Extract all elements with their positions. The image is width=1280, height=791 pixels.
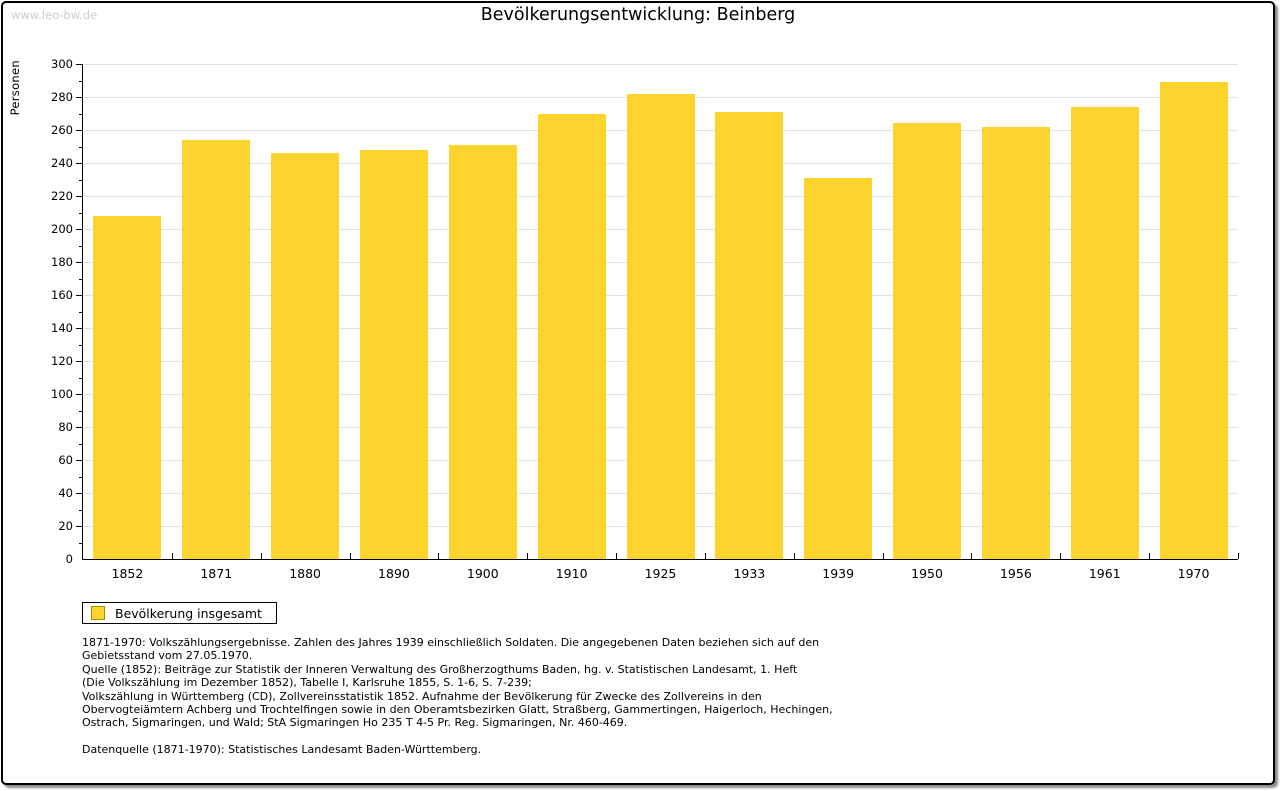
x-tick <box>705 553 706 559</box>
x-tick <box>794 553 795 559</box>
x-tick-label: 1890 <box>378 566 410 581</box>
source-notes: 1871-1970: Volkszählungsergebnisse. Zahl… <box>82 636 1232 756</box>
y-tick-minor <box>79 179 83 181</box>
y-tick-minor <box>79 476 83 478</box>
x-tick-label: 1852 <box>111 566 144 581</box>
y-tick-label: 180 <box>51 255 73 269</box>
x-tick <box>350 553 351 559</box>
x-tick <box>1238 553 1239 559</box>
note-paragraph: 1871-1970: Volkszählungsergebnisse. Zahl… <box>82 636 833 730</box>
y-tick-major <box>76 229 83 230</box>
y-tick-minor <box>79 344 83 346</box>
watermark: www.leo-bw.de <box>11 8 98 22</box>
y-tick-major <box>76 196 83 197</box>
x-tick-label: 1933 <box>733 566 766 581</box>
y-tick-major <box>76 97 83 98</box>
y-tick-label: 280 <box>51 90 73 104</box>
y-tick-label: 120 <box>51 354 73 368</box>
y-tick-label: 260 <box>51 123 73 137</box>
x-tick <box>261 553 262 559</box>
y-tick-minor <box>79 80 83 82</box>
bar-1939 <box>804 177 873 559</box>
y-tick-label: 0 <box>65 552 73 566</box>
legend-label: Bevölkerung insgesamt <box>115 605 262 621</box>
y-tick-label: 240 <box>51 156 73 170</box>
y-tick-minor <box>79 509 83 511</box>
bar-1880 <box>271 153 340 559</box>
y-tick-minor <box>79 443 83 445</box>
y-tick-major <box>76 262 83 263</box>
x-tick <box>883 553 884 559</box>
y-tick-minor <box>79 212 83 214</box>
y-tick-major <box>76 427 83 428</box>
bar-1970 <box>1159 82 1228 559</box>
x-tick-label: 1880 <box>289 566 322 581</box>
y-tick-major <box>76 361 83 362</box>
y-tick-label: 220 <box>51 189 73 203</box>
y-tick-label: 300 <box>51 57 73 71</box>
y-gridline <box>83 64 1238 65</box>
x-tick <box>527 553 528 559</box>
x-tick-label: 1925 <box>644 566 677 581</box>
x-tick-label: 1970 <box>1177 566 1210 581</box>
y-tick-major <box>76 526 83 527</box>
x-tick <box>172 553 173 559</box>
x-tick-label: 1956 <box>999 566 1032 581</box>
bar-1900 <box>448 144 517 559</box>
x-tick <box>971 553 972 559</box>
bar-1933 <box>715 111 784 559</box>
y-tick-minor <box>79 542 83 544</box>
y-tick-label: 160 <box>51 288 73 302</box>
y-tick-label: 80 <box>58 420 73 434</box>
legend: Bevölkerung insgesamt <box>82 602 277 624</box>
y-tick-label: 140 <box>51 321 73 335</box>
y-tick-minor <box>79 377 83 379</box>
y-tick-minor <box>79 410 83 412</box>
bar-1852 <box>93 215 162 559</box>
y-tick-minor <box>79 311 83 313</box>
x-tick-label: 1961 <box>1088 566 1121 581</box>
y-tick-minor <box>79 146 83 148</box>
x-tick <box>1149 553 1150 559</box>
y-tick-major <box>76 493 83 494</box>
plot-area: 20 40 60 80 100 120 140 160 180 200 220 240 260 280 30… <box>51 57 1239 581</box>
x-tick <box>1060 553 1061 559</box>
y-tick-major <box>76 64 83 65</box>
bar-1925 <box>626 93 695 559</box>
y-tick-major <box>76 328 83 329</box>
x-tick-label: 1950 <box>911 566 943 581</box>
x-tick <box>616 553 617 559</box>
x-tick-label: 1939 <box>822 566 855 581</box>
y-tick-major <box>76 460 83 461</box>
bar-1950 <box>893 123 962 559</box>
y-tick-label: 20 <box>58 519 73 533</box>
x-tick <box>438 553 439 559</box>
y-tick-major <box>76 295 83 296</box>
y-tick-label: 40 <box>58 486 73 500</box>
bar-1890 <box>359 149 428 559</box>
y-tick-label: 100 <box>51 387 73 401</box>
bar-1961 <box>1070 106 1139 559</box>
x-tick-label: 1871 <box>200 566 233 581</box>
note-datasource: Datenquelle (1871-1970): Statistisches L… <box>82 742 482 756</box>
x-tick-label: 1900 <box>466 566 499 581</box>
y-tick-major <box>76 394 83 395</box>
x-tick-label: 1910 <box>555 566 588 581</box>
y-tick-minor <box>79 278 83 280</box>
chart-title: Bevölkerungsentwicklung: Beinberg <box>480 5 796 25</box>
y-tick-label: 200 <box>51 222 73 236</box>
bar-1910 <box>537 113 606 559</box>
y-tick-minor <box>79 113 83 115</box>
y-axis-title: Personen <box>8 60 22 116</box>
y-tick-minor <box>79 245 83 247</box>
bar-1871 <box>182 139 251 559</box>
bar-1956 <box>981 126 1050 559</box>
y-tick-label: 60 <box>58 453 73 467</box>
legend-swatch-icon <box>91 606 105 620</box>
y-tick-major <box>76 163 83 164</box>
y-tick-major <box>76 130 83 131</box>
